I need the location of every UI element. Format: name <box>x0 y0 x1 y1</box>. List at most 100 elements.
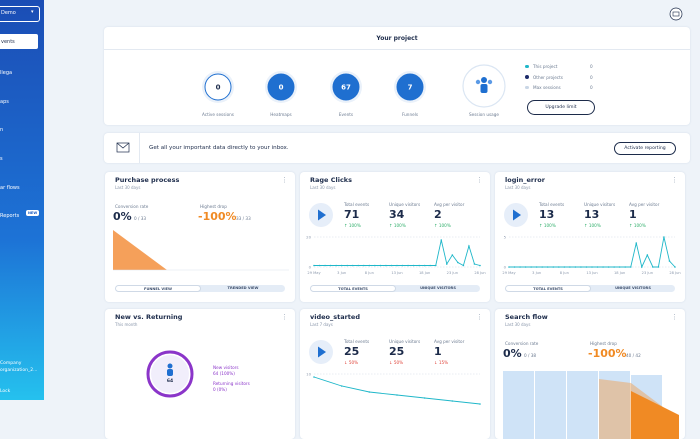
tab[interactable]: TOTAL EVENTS <box>310 285 396 292</box>
y-tick-label: 0 <box>504 264 507 269</box>
x-tick-label: 8 Jun <box>560 271 569 275</box>
menu[interactable]: ⋮ <box>476 176 483 184</box>
legend-name: Returning visitors <box>213 381 250 386</box>
metric-change: ↓ 50% <box>389 360 404 365</box>
card-title: Rage Clicks <box>310 176 352 184</box>
stat-value: 7 <box>408 84 413 92</box>
point <box>652 266 654 268</box>
point <box>473 263 476 265</box>
card-title: Search flow <box>505 313 548 321</box>
point <box>423 264 426 267</box>
stat-value: 0 <box>216 84 221 92</box>
tab[interactable]: TRENDED VIEW <box>227 286 259 290</box>
metric-label: Unique visitors <box>389 339 421 344</box>
search-box[interactable] <box>0 34 38 49</box>
footer-link[interactable]: Lock <box>0 389 11 394</box>
menu[interactable]: ⋮ <box>281 176 288 184</box>
usage-label: Session usage <box>469 112 499 117</box>
point <box>340 385 343 387</box>
stat-label: Heatmaps <box>270 112 292 117</box>
head <box>481 77 487 83</box>
point <box>379 264 382 267</box>
tab[interactable]: UNIQUE VISITORS <box>615 286 651 290</box>
x-tick-label: 8 Jun <box>365 271 374 275</box>
x-tick-label: 18 Jun <box>614 271 625 275</box>
view-tabs: FUNNEL VIEW TRENDED VIEW <box>115 285 285 292</box>
funnel-step <box>535 371 566 439</box>
point <box>446 263 448 265</box>
point <box>479 264 481 267</box>
funnel-card: Purchase process Last 30 days ⋮ Conversion … <box>105 172 295 302</box>
trend-line <box>509 236 676 269</box>
tab[interactable]: FUNNEL VIEW <box>115 285 201 292</box>
card-period: This month <box>115 322 138 327</box>
legend-name: New visitors <box>213 365 239 370</box>
point <box>558 266 560 268</box>
tab[interactable]: UNIQUE VISITORS <box>420 286 456 290</box>
play-icon <box>318 209 326 221</box>
nav-item[interactable]: ar flows <box>0 185 20 191</box>
caret: ▾ <box>31 9 34 15</box>
metric-change: ↓ 50% <box>344 360 359 365</box>
drop-area <box>113 230 167 270</box>
metric-label: Avg per visitor <box>629 202 660 207</box>
workspace-select[interactable] <box>0 6 40 22</box>
org-name: organization_2... <box>0 368 38 373</box>
drop-detail: 33 / 33 <box>236 216 251 221</box>
point <box>668 260 671 262</box>
menu[interactable]: ⋮ <box>476 313 483 321</box>
card-period: Last 7 days <box>310 322 333 327</box>
point <box>530 266 532 268</box>
card-title: login_error <box>505 176 545 184</box>
events-card: video_started Last 7 days ⋮ Total events 25 ↓… <box>300 309 490 439</box>
nav-item[interactable]: aps <box>0 99 9 105</box>
nav-item[interactable]: s <box>0 156 3 162</box>
workspace: Demo <box>1 10 16 16</box>
mail-icon <box>116 142 130 153</box>
menu[interactable]: ⋮ <box>671 176 678 184</box>
point <box>418 264 420 267</box>
metric-label: Unique visitors <box>389 202 421 207</box>
stat-circle: 7 <box>394 71 426 103</box>
nav-item[interactable]: llega <box>0 70 13 76</box>
head <box>487 79 493 85</box>
help-icon[interactable] <box>669 7 683 21</box>
donut: 64 <box>146 350 194 398</box>
legend-dot <box>525 85 529 89</box>
menu[interactable]: ⋮ <box>281 313 288 321</box>
banner-text: Get all your important data directly to … <box>149 145 289 151</box>
line-chart: 0 20 29 May 3 Jun 8 Jun 13 Jun 18 Jun 23 Jun 28 … <box>306 234 486 275</box>
x-tick-label: 23 Jun <box>447 271 458 275</box>
point <box>585 266 588 268</box>
metric-value: 1 <box>434 345 442 358</box>
menu[interactable]: ⋮ <box>671 313 678 321</box>
divider <box>104 49 690 50</box>
nav-item[interactable]: Reports <box>0 213 20 219</box>
point <box>329 264 332 267</box>
funnel-graph <box>503 371 679 439</box>
activate-button[interactable]: Activate reporting <box>614 142 676 155</box>
conversion-detail: 0 / 38 <box>524 353 537 358</box>
upgrade-button[interactable]: Upgrade limit <box>527 100 595 115</box>
x-tick-label: 28 Jun <box>669 271 680 275</box>
x-tick-label: 18 Jun <box>419 271 430 275</box>
y-tick-label: 5 <box>504 234 507 239</box>
legend-value: 0 <box>590 64 593 69</box>
tab[interactable]: TOTAL EVENTS <box>505 285 591 292</box>
drop-detail: 40 / 42 <box>626 353 641 358</box>
point <box>519 266 521 268</box>
card-title: video_started <box>310 313 360 321</box>
x-tick-label: 3 Jun <box>337 271 346 275</box>
point <box>324 264 326 267</box>
point <box>363 264 365 267</box>
point <box>434 264 437 267</box>
funnel-step <box>503 371 534 439</box>
metric-value: 25 <box>389 345 405 358</box>
search-text: vents <box>1 39 15 45</box>
point <box>646 254 649 256</box>
metric-value: 25 <box>344 345 360 358</box>
nav-item[interactable]: n <box>0 127 4 133</box>
point <box>629 266 632 268</box>
metric-value: 2 <box>434 208 442 221</box>
point <box>313 264 315 267</box>
